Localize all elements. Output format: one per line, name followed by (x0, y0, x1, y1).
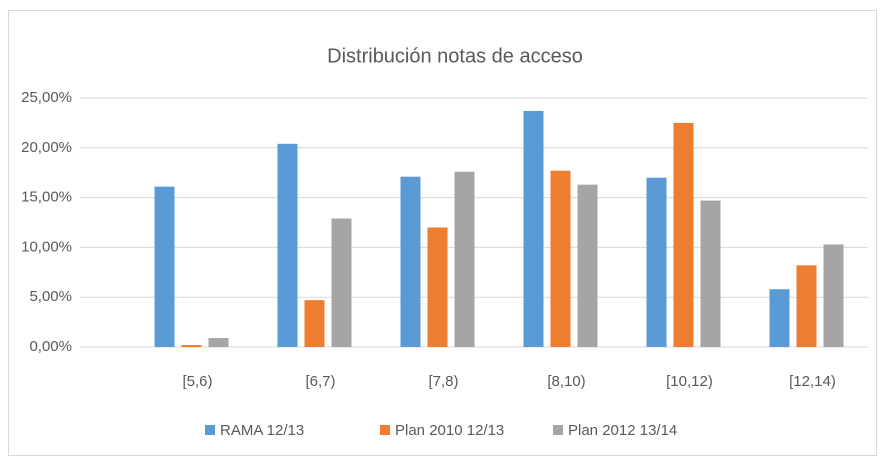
bar (304, 300, 325, 347)
bar (673, 122, 694, 348)
legend-label: Plan 2010 12/13 (395, 422, 504, 439)
y-tick-label: 25,00% (21, 89, 72, 106)
x-tick-label: [7,8) (428, 373, 458, 390)
y-tick-label: 0,00% (29, 338, 72, 355)
bar (823, 244, 844, 347)
y-tick-label: 20,00% (21, 139, 72, 156)
legend-swatch (205, 425, 215, 435)
legend-label: RAMA 12/13 (220, 422, 304, 439)
x-tick-label: [12,14) (789, 373, 836, 390)
bar (646, 177, 667, 347)
bar (208, 338, 229, 347)
x-tick-label: [6,7) (305, 373, 335, 390)
chart-title: Distribución notas de acceso (327, 45, 583, 67)
bar (277, 143, 298, 347)
y-tick-label: 5,00% (29, 288, 72, 305)
bar (181, 345, 202, 347)
bar (454, 171, 475, 347)
bar (700, 200, 721, 347)
bar (331, 218, 352, 347)
legend-label: Plan 2012 13/14 (568, 422, 677, 439)
x-tick-label: [5,6) (182, 373, 212, 390)
bar (796, 265, 817, 347)
y-tick-label: 10,00% (21, 238, 72, 255)
x-tick-label: [8,10) (547, 373, 585, 390)
bar (154, 186, 175, 347)
x-tick-label: [10,12) (666, 373, 713, 390)
legend-swatch (380, 425, 390, 435)
legend-swatch (553, 425, 563, 435)
bar (523, 110, 544, 347)
bar (400, 176, 421, 347)
bar (550, 170, 571, 347)
bar (427, 227, 448, 347)
bar (577, 184, 598, 347)
y-tick-label: 15,00% (21, 189, 72, 206)
bar (769, 289, 790, 347)
